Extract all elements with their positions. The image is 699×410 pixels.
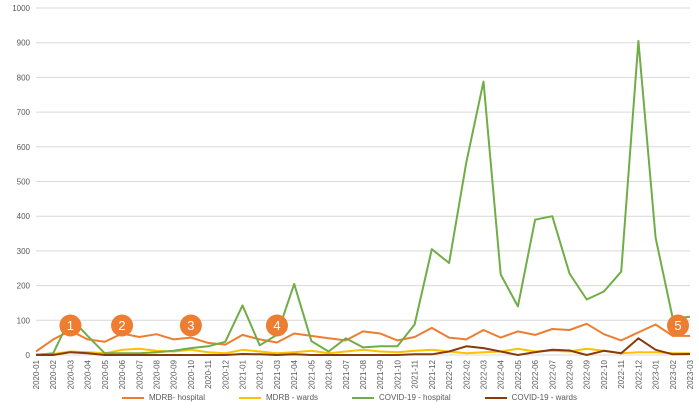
- x-tick-label: 2020-06: [118, 359, 127, 389]
- legend-swatch: [484, 396, 507, 399]
- x-tick-label: 2022-07: [548, 359, 557, 389]
- y-axis-ticks: 0 100 200 300 400 500 600 700 800 900 1000: [12, 4, 30, 360]
- legend-item-mdrb-hospital: MDRB- hospital: [122, 393, 205, 402]
- x-tick-label: 2020-01: [32, 359, 41, 389]
- x-tick-label: 2022-02: [462, 359, 471, 389]
- legend-item-covid-hospital: COVID-19 - hospital: [352, 393, 451, 402]
- x-tick-label: 2022-11: [617, 359, 626, 388]
- annotation-label: 3: [187, 318, 194, 333]
- x-tick-label: 2021-09: [376, 359, 385, 389]
- annotation-label: 5: [674, 318, 681, 333]
- x-tick-label: 2022-08: [566, 359, 575, 389]
- annotation-label: 2: [118, 318, 125, 333]
- annotation-markers: 1 2 3 4 5: [59, 314, 689, 337]
- x-tick-label: 2022-12: [634, 359, 643, 389]
- series-lines: [35, 40, 691, 356]
- series-line-mdrb-wards: [35, 347, 690, 356]
- x-tick-label: 2022-06: [531, 359, 540, 389]
- x-tick-label: 2020-08: [152, 359, 161, 389]
- y-tick-label: 700: [17, 108, 31, 117]
- x-tick-label: 2022-04: [497, 359, 506, 389]
- x-tick-label: 2020-09: [170, 359, 179, 389]
- x-tick-label: 2023-02: [669, 359, 678, 389]
- legend-label: MDRB- hospital: [149, 393, 206, 402]
- annotation-marker: 3: [179, 314, 202, 337]
- x-tick-label: 2021-06: [325, 359, 334, 389]
- series-line-covid-19-wards: [36, 337, 691, 356]
- x-tick-label: 2021-01: [239, 359, 248, 389]
- gridlines: [36, 7, 690, 356]
- x-tick-label: 2021-02: [256, 359, 265, 389]
- annotation-circle: [59, 314, 82, 337]
- x-tick-label: 2021-03: [273, 359, 282, 389]
- x-tick-label: 2022-05: [514, 359, 523, 389]
- annotation-circle: [111, 314, 134, 337]
- legend-swatch: [352, 396, 375, 399]
- x-tick-label: 2020-11: [204, 359, 213, 388]
- y-tick-label: 100: [17, 316, 31, 325]
- y-tick-label: 600: [17, 143, 31, 152]
- annotation-marker: 1: [59, 314, 82, 337]
- x-tick-label: 2020-07: [135, 359, 144, 389]
- legend-label: COVID-19 - wards: [511, 393, 577, 402]
- x-tick-label: 2022-01: [445, 359, 454, 389]
- y-tick-label: 300: [17, 247, 31, 256]
- x-tick-label: 2020-05: [101, 359, 110, 389]
- x-tick-label: 2021-11: [411, 359, 420, 388]
- x-tick-label: 2020-10: [187, 359, 196, 389]
- x-tick-label: 2021-07: [342, 359, 351, 389]
- legend: MDRB- hospital MDRB - wards COVID-19 - h…: [0, 393, 699, 402]
- series-line-covid-19-hospital: [35, 40, 691, 356]
- legend-swatch: [122, 396, 144, 399]
- x-tick-label: 2020-03: [66, 359, 75, 389]
- x-tick-label: 2020-04: [84, 359, 93, 389]
- x-axis-ticks: 2020-01 2020-02 2020-03 2020-04 2020-05 2020-…: [32, 359, 695, 389]
- x-tick-label: 2022-10: [600, 359, 609, 389]
- x-tick-label: 2021-12: [428, 359, 437, 389]
- y-tick-label: 900: [17, 39, 31, 48]
- annotation-circle: [179, 314, 202, 337]
- y-tick-label: 800: [17, 73, 31, 82]
- y-tick-label: 400: [17, 212, 31, 221]
- legend-item-mdrb-wards: MDRB - wards: [239, 393, 318, 402]
- y-tick-label: 1000: [12, 4, 30, 13]
- annotation-marker: 4: [265, 314, 288, 337]
- x-tick-label: 2020-02: [49, 359, 58, 389]
- y-tick-label: 500: [17, 178, 31, 187]
- annotation-circle: [667, 314, 689, 337]
- x-tick-label: 2021-04: [290, 359, 299, 389]
- legend-label: MDRB - wards: [266, 393, 319, 402]
- x-tick-label: 2021-08: [359, 359, 368, 389]
- x-tick-label: 2021-10: [393, 359, 402, 389]
- annotation-marker: 2: [111, 314, 134, 337]
- y-tick-label: 200: [17, 282, 31, 291]
- x-tick-label: 2022-03: [479, 359, 488, 389]
- x-tick-label: 2021-05: [307, 359, 316, 389]
- x-tick-label: 2020-12: [221, 359, 230, 389]
- legend-label: COVID-19 - hospital: [379, 393, 451, 402]
- annotation-circle: [265, 314, 288, 337]
- annotation-label: 4: [273, 318, 280, 333]
- y-tick-label: 0: [26, 351, 31, 360]
- x-tick-label: 2023-01: [652, 359, 661, 389]
- annotation-marker: 5: [667, 314, 689, 337]
- x-tick-label: 2022-09: [583, 359, 592, 389]
- legend-swatch: [239, 396, 262, 399]
- annotation-label: 1: [67, 318, 74, 333]
- x-tick-label: 2023-03: [686, 359, 695, 389]
- series-line-mdrb-hospital: [35, 322, 690, 353]
- legend-item-covid-wards: COVID-19 - wards: [484, 393, 577, 402]
